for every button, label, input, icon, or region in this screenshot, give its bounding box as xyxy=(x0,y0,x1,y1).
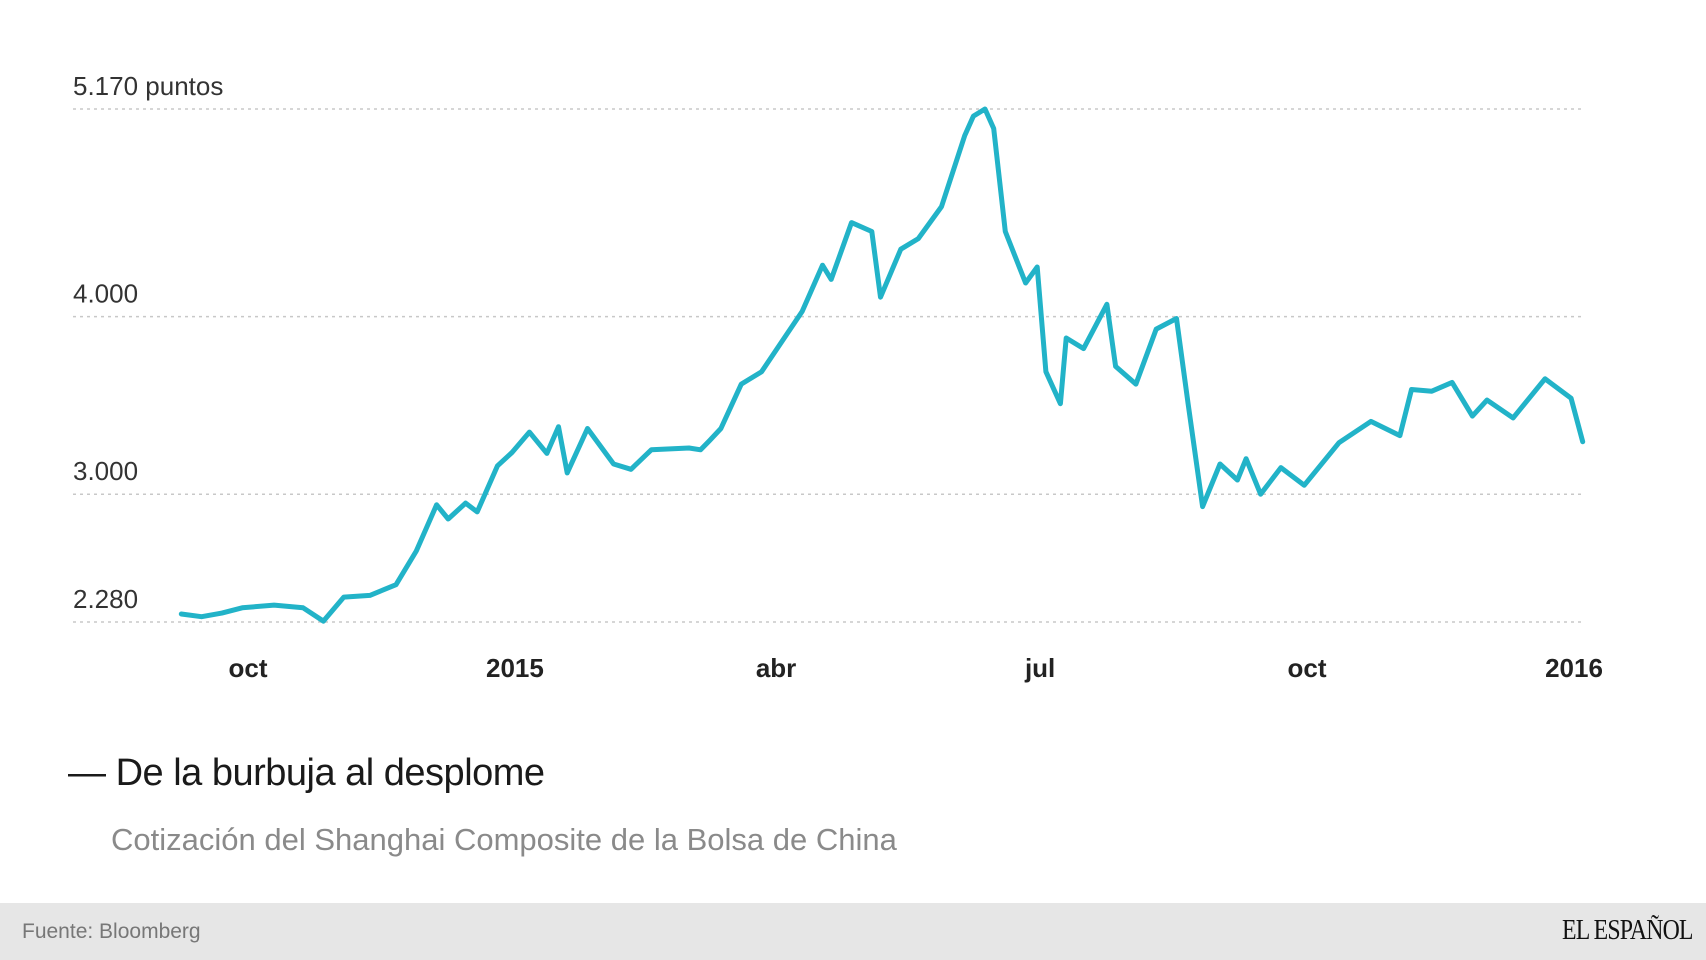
y-tick-label: 4.000 xyxy=(73,279,138,309)
series-line xyxy=(178,106,1586,624)
x-tick-label: jul xyxy=(1024,653,1055,683)
x-tick-label: 2016 xyxy=(1545,653,1603,683)
x-tick-label: abr xyxy=(756,653,796,683)
x-tick-label: oct xyxy=(229,653,268,683)
x-tick-label: oct xyxy=(1288,653,1327,683)
x-tick-label: 2015 xyxy=(486,653,544,683)
y-tick-label: 3.000 xyxy=(73,456,138,486)
footer: Fuente: Bloomberg EL ESPAÑOL xyxy=(0,903,1706,960)
y-tick-label: 5.170 puntos xyxy=(73,71,223,101)
chart-title-text: De la burbuja al desplome xyxy=(115,752,546,794)
el-espanol-logo: EL ESPAÑOL xyxy=(1562,915,1693,946)
chart-title: — De la burbuja al desplome xyxy=(68,752,546,794)
source-note: Fuente: Bloomberg xyxy=(22,920,201,943)
chart-subtitle: Cotización del Shanghai Composite de la … xyxy=(111,822,897,857)
line-chart: 5.170 puntos 4.000 3.000 2.280 oct 2015 abr ju… xyxy=(73,71,1603,683)
y-tick-label: 2.280 xyxy=(73,584,138,614)
